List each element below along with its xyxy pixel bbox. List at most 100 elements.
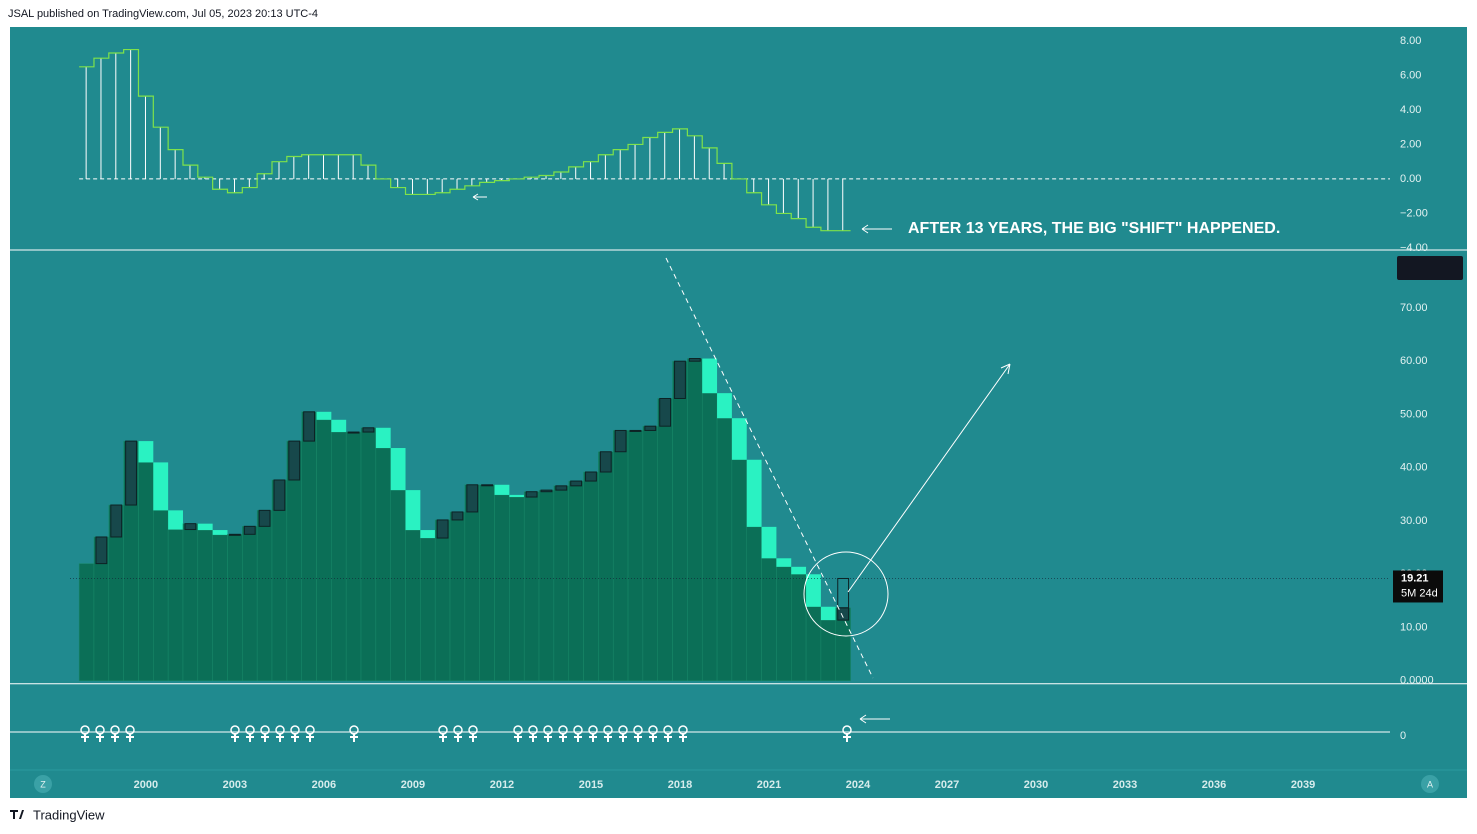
signal-glyph xyxy=(604,733,612,742)
x-tick-label: 2021 xyxy=(757,779,781,791)
decline-segment xyxy=(316,411,332,420)
decline-segment xyxy=(212,530,228,535)
signal-glyph xyxy=(261,733,269,742)
rise-candle xyxy=(614,429,627,453)
signal-glyph xyxy=(96,733,104,742)
rise-candle xyxy=(125,440,137,506)
x-tick-label: 2024 xyxy=(846,779,871,791)
y-tick-label: 0.0000 xyxy=(1400,675,1434,687)
x-tick-label: 2003 xyxy=(223,779,247,791)
bar xyxy=(242,526,258,682)
y-tick-label: 50.00 xyxy=(1400,408,1428,420)
decline-segment xyxy=(791,566,807,575)
rise-candle xyxy=(525,491,538,498)
countdown-label: 5M 24d xyxy=(1401,587,1438,599)
signal-glyph xyxy=(231,733,239,742)
signal-glyph xyxy=(276,733,284,742)
rise-candle xyxy=(674,360,686,399)
x-tick-label: 2030 xyxy=(1024,779,1048,791)
oscillator-line xyxy=(79,48,851,232)
zoom-icon: Z xyxy=(40,779,46,789)
signal-glyph xyxy=(574,733,582,742)
rise-candle xyxy=(273,479,286,511)
signal-glyph xyxy=(544,733,552,742)
bar xyxy=(464,484,480,682)
signal-glyph xyxy=(619,733,627,742)
bar xyxy=(701,392,718,682)
signal-glyph xyxy=(843,733,851,742)
decline-segment xyxy=(168,510,183,530)
auto-icon: A xyxy=(1427,779,1433,789)
bar xyxy=(345,431,362,682)
bar xyxy=(182,523,199,682)
rise-candle xyxy=(110,504,123,538)
rise-candle xyxy=(599,451,612,473)
last-price-label: 19.21 xyxy=(1401,572,1429,584)
bar xyxy=(153,510,169,682)
signal-glyph xyxy=(634,733,642,742)
bar xyxy=(212,534,228,682)
rise-candle xyxy=(258,509,271,527)
rise-candle xyxy=(555,485,568,491)
bar xyxy=(138,462,154,682)
decline-segment xyxy=(405,490,421,531)
rise-candle xyxy=(451,511,464,521)
bar xyxy=(316,419,332,682)
bar xyxy=(509,496,525,682)
x-tick-label: 2027 xyxy=(935,779,959,791)
signal-glyph xyxy=(679,733,687,742)
bar xyxy=(449,511,466,682)
decline-segment xyxy=(509,494,525,498)
y-tick-label: 10.00 xyxy=(1400,621,1428,633)
decline-segment xyxy=(717,393,732,419)
bar xyxy=(360,427,377,682)
y-tick-label: 70.00 xyxy=(1400,302,1428,314)
rise-candle xyxy=(303,411,316,442)
bar xyxy=(627,430,644,682)
zoom-button[interactable] xyxy=(34,775,52,793)
x-tick-label: 2036 xyxy=(1202,779,1226,791)
rise-candle xyxy=(644,425,657,431)
bar xyxy=(672,360,688,682)
rise-candle xyxy=(837,607,850,621)
signal-glyph xyxy=(559,733,567,742)
bar xyxy=(583,471,599,682)
annotation: AFTER 13 YEARS, THE BIG "SHIFT" HAPPENED… xyxy=(908,220,1280,237)
y-tick-label: 4.00 xyxy=(1400,104,1421,116)
bar xyxy=(331,431,347,682)
y-tick-label: 40.00 xyxy=(1400,462,1428,474)
bar xyxy=(301,411,317,682)
bar xyxy=(167,529,184,682)
x-tick-label: 2015 xyxy=(579,779,603,791)
rise-candle xyxy=(436,519,449,539)
auto-button[interactable] xyxy=(1421,775,1439,793)
decline-segment xyxy=(702,358,718,394)
signal-glyph xyxy=(454,733,462,742)
signal-glyph xyxy=(589,733,597,742)
signal-glyph xyxy=(439,733,447,742)
y-tick-label: 60.00 xyxy=(1400,355,1428,367)
decline-segment xyxy=(420,530,436,539)
x-tick-label: 2039 xyxy=(1291,779,1315,791)
decline-segment xyxy=(494,484,510,495)
bar xyxy=(256,510,273,682)
decline-segment xyxy=(731,418,747,460)
header: JSAL published on TradingView.com, Jul 0… xyxy=(8,8,318,20)
rise-candle xyxy=(570,480,583,487)
bar xyxy=(805,606,822,682)
x-tick-label: 2006 xyxy=(312,779,336,791)
bar xyxy=(479,484,495,682)
y-tick-label: 30.00 xyxy=(1400,515,1428,527)
signal-glyph xyxy=(246,733,254,742)
bar xyxy=(776,566,792,682)
price-tag xyxy=(1397,256,1463,280)
bar xyxy=(761,558,777,682)
signal-glyph xyxy=(111,733,119,742)
bar xyxy=(523,491,540,682)
signal-glyph xyxy=(126,733,134,742)
signal-glyph xyxy=(529,733,537,742)
x-tick-label: 2012 xyxy=(490,779,514,791)
decline-segment xyxy=(138,441,154,463)
decline-segment xyxy=(197,523,213,531)
